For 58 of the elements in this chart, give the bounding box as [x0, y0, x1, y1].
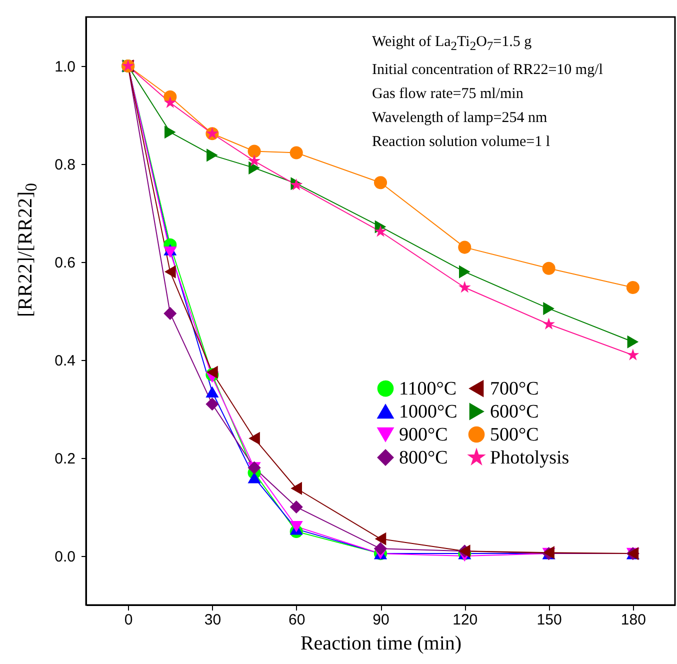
- point: [206, 386, 219, 398]
- point: [458, 240, 472, 254]
- legend-label: 900°C: [399, 424, 448, 446]
- point: [248, 154, 260, 166]
- x-tick-label: 90: [372, 612, 390, 628]
- point: [290, 482, 302, 495]
- legend-label: 600°C: [490, 402, 539, 422]
- point: [206, 398, 219, 411]
- x-tick-label: 30: [204, 612, 222, 628]
- point: [290, 146, 303, 160]
- point: [458, 265, 470, 278]
- x-tick-label: 0: [124, 612, 133, 628]
- point: [164, 265, 176, 278]
- y-tick-label: 0.4: [54, 352, 76, 370]
- point: [542, 262, 556, 275]
- x-tick-label: 60: [288, 612, 306, 628]
- legend-label: 1100°C: [399, 378, 457, 400]
- annotation: Wavelength of lamp=254 nm: [372, 109, 548, 128]
- point: [164, 246, 177, 258]
- legend-label: 800°C: [399, 448, 448, 468]
- point: [627, 335, 639, 348]
- point: [248, 144, 261, 158]
- legend-label: 1000°C: [399, 402, 458, 422]
- x-axis-title: Reaction time (min): [300, 632, 462, 654]
- y-tick-label: 1.0: [54, 58, 76, 76]
- point: [626, 280, 640, 294]
- point: [206, 148, 218, 162]
- point: [626, 348, 640, 360]
- point: [248, 161, 260, 174]
- y-tick-label: 0.0: [54, 548, 76, 566]
- point: [206, 366, 218, 379]
- point: [458, 280, 471, 293]
- y-tick-label: 0.2: [54, 450, 76, 468]
- annotation: Reaction solution volume=1 l: [372, 133, 552, 152]
- point: [164, 126, 176, 139]
- point: [164, 96, 176, 108]
- point: [248, 432, 260, 445]
- point: [374, 176, 388, 190]
- legend-label: Photolysis: [490, 448, 570, 468]
- y-tick-label: 0.8: [54, 156, 76, 174]
- point: [164, 306, 177, 320]
- annotation: Weight of La$_{2}$Ti$_{2}$O$_{7}$=1.5 g: [372, 33, 533, 55]
- annotation: Initial concentration of RR22=10 mg/l: [372, 61, 603, 80]
- point: [290, 520, 303, 532]
- legend-label: 500°C: [490, 424, 539, 446]
- annotation: Gas flow rate=75 ml/min: [372, 85, 524, 104]
- point: [542, 318, 555, 330]
- x-tick-label: 150: [536, 612, 562, 628]
- point: [248, 472, 261, 484]
- point: [374, 542, 388, 556]
- y-tick-label: 0.6: [54, 254, 76, 272]
- point: [290, 500, 303, 514]
- x-tick-label: 120: [452, 612, 478, 628]
- point: [374, 532, 386, 546]
- point: [543, 302, 554, 316]
- legend-label: 700°C: [490, 378, 539, 400]
- point: [374, 225, 387, 237]
- x-tick-label: 180: [620, 612, 646, 628]
